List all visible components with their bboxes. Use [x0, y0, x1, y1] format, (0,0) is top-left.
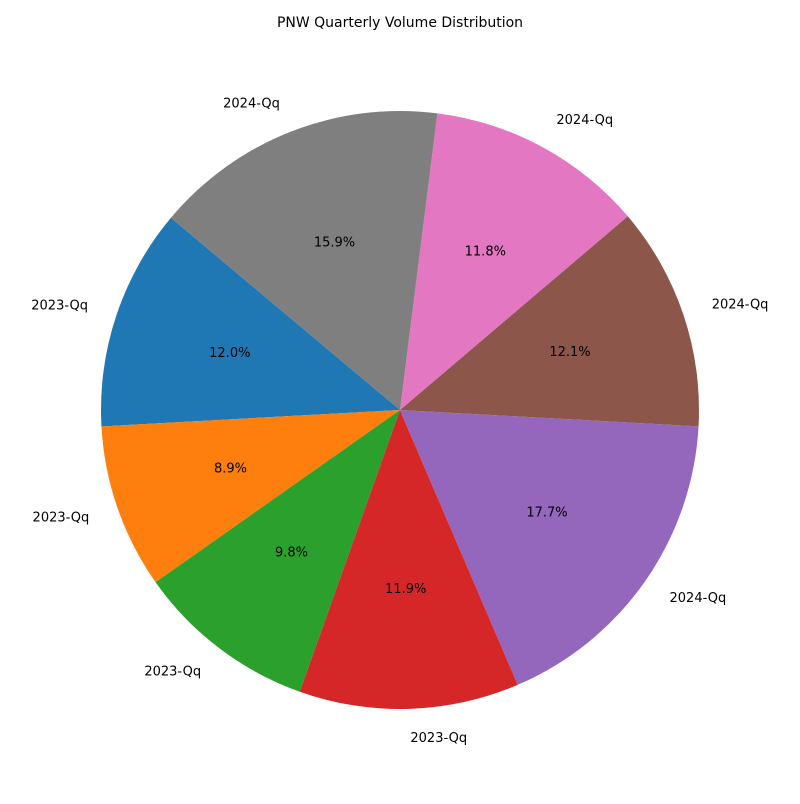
pie-slice-2: [101, 410, 400, 583]
pie-slice-1: [100, 217, 401, 427]
pie-labels: 2023-Qq 12.0% 2023-Qq 8.9% 2023-Qq 9.8% 2023-Q…: [31, 96, 768, 746]
slice-percent-7: 11.8%: [465, 245, 506, 260]
pie-slice-3: [155, 410, 400, 692]
slice-label-3: 2023-Qq: [144, 664, 201, 679]
slice-percent-2: 8.9%: [214, 461, 247, 476]
pie-slice-7: [400, 113, 628, 410]
slice-percent-1: 12.0%: [209, 346, 250, 361]
pie-slice-6: [400, 216, 699, 427]
slice-percent-5: 17.7%: [526, 505, 567, 520]
chart-title: PNW Quarterly Volume Distribution: [277, 15, 523, 31]
slice-label-6: 2024-Qq: [712, 298, 769, 313]
pie-slices: [100, 111, 699, 709]
slice-percent-8: 15.9%: [314, 236, 355, 251]
slice-label-7: 2024-Qq: [556, 113, 613, 128]
slice-percent-3: 9.8%: [275, 545, 308, 560]
pie-slice-4: [299, 410, 518, 709]
slice-percent-4: 11.9%: [385, 582, 426, 597]
slice-label-4: 2023-Qq: [410, 731, 467, 746]
slice-label-5: 2024-Qq: [670, 591, 727, 606]
slice-label-1: 2023-Qq: [31, 299, 88, 314]
slice-label-8: 2024-Qq: [223, 96, 280, 111]
pie-slice-8: [170, 111, 438, 410]
pie-slice-5: [400, 410, 699, 685]
slice-label-2: 2023-Qq: [33, 511, 90, 526]
slice-percent-6: 12.1%: [549, 345, 590, 360]
